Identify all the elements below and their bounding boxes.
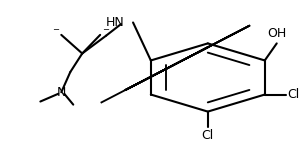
Text: Cl: Cl — [202, 129, 214, 142]
Text: Cl: Cl — [287, 88, 300, 101]
Text: N: N — [56, 86, 66, 99]
Text: HN: HN — [105, 16, 124, 29]
Text: ─: ─ — [53, 24, 58, 33]
Text: OH: OH — [267, 27, 286, 40]
Text: ─: ─ — [103, 24, 108, 33]
